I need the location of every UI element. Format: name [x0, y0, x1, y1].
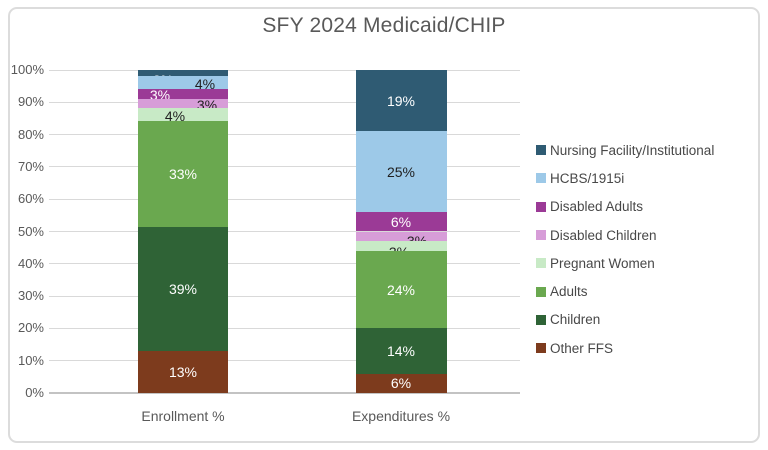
bar-segment-label: 39% — [168, 281, 198, 298]
y-axis-tick-label: 70% — [17, 158, 44, 174]
y-axis-tick-label: 80% — [17, 126, 44, 142]
y-axis-tick-label: 10% — [17, 352, 44, 368]
gridline — [49, 69, 520, 71]
y-axis-tick-label: 100% — [10, 62, 44, 77]
legend-label: Nursing Facility/Institutional — [550, 142, 715, 158]
legend-label: Disabled Adults — [550, 199, 644, 215]
bar-segment-label: 24% — [386, 281, 416, 298]
bar-segment — [355, 250, 447, 329]
y-axis-tick-label: 60% — [17, 191, 44, 207]
bar-segment — [138, 98, 228, 109]
bar-segment-label: 19% — [386, 92, 416, 109]
bar-segment — [355, 373, 447, 393]
gridline — [49, 327, 520, 329]
bar-segment-label: 25% — [386, 163, 416, 180]
legend-label: Children — [550, 312, 601, 328]
y-axis-tick-label: 30% — [17, 288, 44, 304]
gridline — [49, 392, 520, 394]
bar-segment — [355, 212, 447, 232]
bar-segment-label: 6% — [390, 375, 412, 392]
bar-segment — [355, 328, 447, 374]
bar-segment — [138, 89, 228, 99]
legend-item: Disabled Adults — [536, 193, 714, 221]
bar-segment — [355, 70, 447, 132]
gridline — [49, 101, 520, 103]
category-label: Expenditures % — [351, 408, 451, 424]
y-axis-tick-label: 50% — [17, 223, 44, 239]
legend-item: Nursing Facility/Institutional — [536, 136, 714, 164]
bar-segment-label: 4% — [194, 75, 216, 92]
bar-segment-label: 33% — [168, 165, 198, 182]
legend-item: Disabled Children — [536, 221, 714, 249]
bar-segment-label: 4% — [164, 107, 186, 124]
bar-segment — [138, 226, 228, 352]
bar-segment-label: 6% — [390, 213, 412, 230]
chart-title: SFY 2024 Medicaid/CHIP — [262, 14, 506, 37]
bar-segment-label: 13% — [168, 364, 198, 381]
gridline — [49, 166, 520, 168]
legend-swatch-icon — [536, 173, 546, 184]
legend-label: Adults — [550, 284, 588, 300]
legend-swatch-icon — [536, 145, 546, 156]
y-axis-tick-label: 40% — [17, 255, 44, 271]
bar-segment — [355, 131, 447, 213]
gridline — [49, 295, 520, 297]
legend-swatch-icon — [536, 201, 546, 212]
legend-swatch-icon — [536, 258, 546, 269]
legend-swatch-icon — [536, 343, 546, 354]
legend-swatch-icon — [536, 286, 546, 297]
legend-item: HCBS/1915i — [536, 164, 714, 192]
gridline — [49, 231, 520, 232]
legend-swatch-icon — [536, 230, 546, 241]
y-axis-tick-label: 0% — [25, 385, 44, 400]
legend-swatch-icon — [536, 314, 546, 325]
legend: Nursing Facility/Institutional HCBS/1915i… — [536, 136, 714, 362]
bar-segment — [138, 108, 228, 122]
gridline — [49, 134, 520, 136]
legend-label: Disabled Children — [550, 227, 657, 243]
y-axis-tick-label: 20% — [17, 320, 44, 336]
y-axis-tick-label: 90% — [17, 94, 44, 110]
bar-segment — [138, 351, 228, 393]
legend-item: Pregnant Women — [536, 249, 714, 277]
gridline — [49, 263, 520, 265]
legend-label: Other FFS — [550, 340, 614, 356]
bar-segment-label: 14% — [386, 343, 416, 359]
category-label: Enrollment % — [141, 408, 225, 424]
bar-segment — [138, 76, 228, 90]
legend-label: Pregnant Women — [550, 255, 655, 271]
legend-item: Other FFS — [536, 334, 714, 362]
gridline — [49, 360, 520, 362]
bar-segment — [355, 231, 447, 242]
legend-item: Children — [536, 306, 714, 334]
legend-item: Adults — [536, 277, 714, 305]
bar-segment — [138, 70, 228, 77]
gridline — [49, 198, 520, 200]
bar-segment — [138, 121, 228, 227]
legend-label: HCBS/1915i — [550, 170, 625, 186]
bar-segment — [355, 241, 447, 251]
